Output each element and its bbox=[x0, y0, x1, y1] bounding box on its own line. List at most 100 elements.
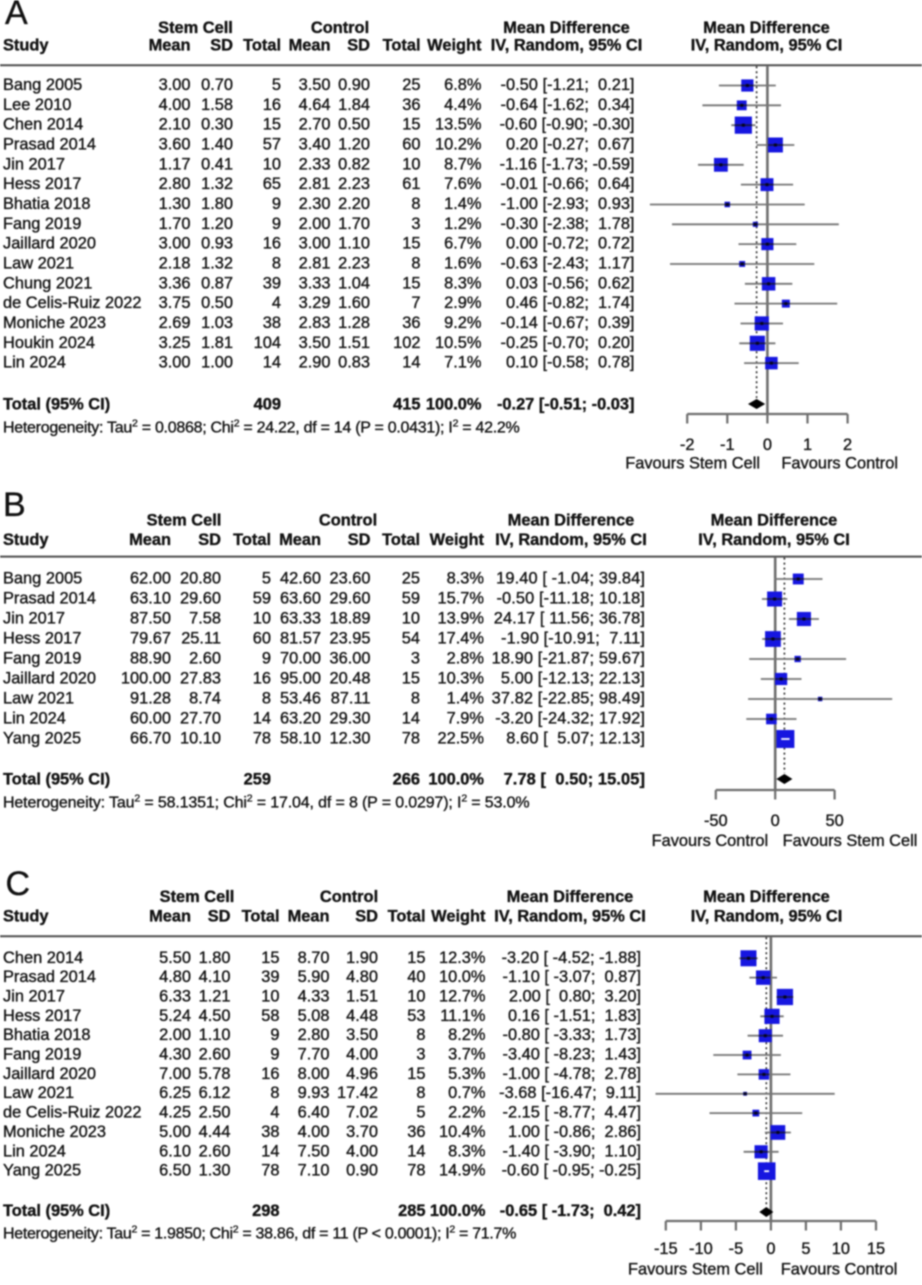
svg-text:Stem Cell: Stem Cell bbox=[158, 19, 233, 37]
svg-text:59: 59 bbox=[253, 590, 271, 608]
svg-text:1.17: 1.17 bbox=[159, 155, 191, 173]
svg-text:0.10 [-0.58; 0.78]: 0.10 [-0.58; 0.78] bbox=[501, 354, 634, 372]
svg-text:Hess 2017: Hess 2017 bbox=[3, 1007, 81, 1025]
svg-text:15: 15 bbox=[402, 670, 420, 688]
svg-text:Weight: Weight bbox=[430, 531, 485, 549]
svg-text:Mean Difference: Mean Difference bbox=[703, 888, 830, 906]
svg-text:10: 10 bbox=[253, 610, 271, 628]
svg-text:10.10: 10.10 bbox=[180, 730, 221, 748]
svg-text:Favours Control: Favours Control bbox=[652, 832, 769, 850]
svg-text:Lin 2024: Lin 2024 bbox=[3, 354, 66, 372]
svg-text:3.75: 3.75 bbox=[159, 294, 191, 312]
svg-text:6.10: 6.10 bbox=[159, 1142, 191, 1160]
svg-text:1.10: 1.10 bbox=[338, 235, 370, 253]
svg-text:10.4%: 10.4% bbox=[439, 1123, 485, 1141]
svg-text:10: 10 bbox=[402, 155, 420, 173]
svg-text:B: B bbox=[3, 486, 26, 524]
svg-text:Chen 2014: Chen 2014 bbox=[3, 949, 83, 967]
svg-text:0.20 [-0.27; 0.67]: 0.20 [-0.27; 0.67] bbox=[501, 136, 634, 154]
svg-text:-0.14 [-0.67; 0.39]: -0.14 [-0.67; 0.39] bbox=[501, 314, 635, 332]
svg-text:4.96: 4.96 bbox=[346, 1065, 378, 1083]
svg-text:25.11: 25.11 bbox=[181, 630, 221, 648]
svg-text:27.83: 27.83 bbox=[180, 670, 221, 688]
svg-text:6.33: 6.33 bbox=[159, 988, 191, 1006]
svg-text:Favours Control: Favours Control bbox=[781, 1261, 898, 1279]
svg-text:3.50: 3.50 bbox=[299, 76, 331, 94]
svg-text:2.00: 2.00 bbox=[159, 1026, 191, 1044]
svg-text:1.30: 1.30 bbox=[199, 1162, 231, 1180]
svg-text:2.81: 2.81 bbox=[299, 175, 331, 193]
svg-text:2.60: 2.60 bbox=[199, 1142, 231, 1160]
svg-text:3.33: 3.33 bbox=[299, 274, 331, 292]
svg-text:9: 9 bbox=[270, 1046, 279, 1064]
svg-text:8: 8 bbox=[270, 1084, 279, 1102]
svg-text:10.2%: 10.2% bbox=[435, 136, 481, 154]
svg-text:Jin 2017: Jin 2017 bbox=[3, 610, 65, 628]
svg-text:2.00 [ 0.80; 3.20]: 2.00 [ 0.80; 3.20] bbox=[504, 988, 641, 1006]
svg-text:78: 78 bbox=[261, 1162, 279, 1180]
svg-text:2.10: 2.10 bbox=[159, 116, 191, 134]
svg-text:12.30: 12.30 bbox=[329, 730, 370, 748]
svg-text:Yang 2025: Yang 2025 bbox=[3, 1162, 81, 1180]
svg-text:9.2%: 9.2% bbox=[444, 314, 481, 332]
svg-text:8.2%: 8.2% bbox=[448, 1026, 485, 1044]
svg-text:-0.63 [-2.43; 1.17]: -0.63 [-2.43; 1.17] bbox=[501, 255, 635, 273]
svg-text:-1.10 [ -3.07; 0.87]: -1.10 [ -3.07; 0.87] bbox=[503, 968, 642, 986]
svg-text:19.40 [ -1.04; 39.84]: 19.40 [ -1.04; 39.84] bbox=[496, 570, 645, 588]
svg-text:1.81: 1.81 bbox=[201, 334, 233, 352]
svg-text:14: 14 bbox=[407, 1142, 425, 1160]
svg-text:Law 2021: Law 2021 bbox=[3, 255, 74, 273]
svg-text:0.30: 0.30 bbox=[201, 116, 233, 134]
svg-text:8: 8 bbox=[262, 690, 271, 708]
svg-text:10: 10 bbox=[261, 988, 279, 1006]
svg-text:8.3%: 8.3% bbox=[444, 274, 481, 292]
svg-text:17.42: 17.42 bbox=[337, 1084, 378, 1102]
svg-text:3: 3 bbox=[416, 1046, 425, 1064]
svg-text:1.60: 1.60 bbox=[338, 294, 370, 312]
svg-text:53: 53 bbox=[407, 1007, 425, 1025]
svg-text:8.74: 8.74 bbox=[189, 690, 221, 708]
svg-text:8.7%: 8.7% bbox=[444, 155, 481, 173]
svg-text:5: 5 bbox=[416, 1104, 425, 1122]
svg-text:SD: SD bbox=[210, 37, 233, 55]
svg-text:Yang 2025: Yang 2025 bbox=[3, 730, 81, 748]
svg-text:7.1%: 7.1% bbox=[444, 354, 481, 372]
svg-text:23.95: 23.95 bbox=[329, 630, 370, 648]
svg-text:104: 104 bbox=[254, 334, 281, 352]
svg-text:16: 16 bbox=[261, 1065, 279, 1083]
svg-text:7.78 [ 0.50; 15.05]: 7.78 [ 0.50; 15.05] bbox=[499, 770, 645, 788]
svg-text:4.4%: 4.4% bbox=[444, 96, 481, 114]
svg-text:2.33: 2.33 bbox=[299, 155, 331, 173]
svg-text:7.02: 7.02 bbox=[346, 1104, 378, 1122]
svg-text:Total: Total bbox=[243, 37, 281, 55]
svg-text:25: 25 bbox=[402, 76, 420, 94]
svg-text:Control: Control bbox=[311, 19, 369, 37]
svg-text:-0.01 [-0.66; 0.64]: -0.01 [-0.66; 0.64] bbox=[501, 175, 635, 193]
svg-text:36: 36 bbox=[402, 314, 420, 332]
svg-text:18.90 [-21.87; 59.67]: 18.90 [-21.87; 59.67] bbox=[492, 650, 645, 668]
svg-text:15: 15 bbox=[407, 949, 425, 967]
svg-text:4.80: 4.80 bbox=[346, 968, 378, 986]
svg-text:Bang 2005: Bang 2005 bbox=[3, 76, 82, 94]
svg-text:2.83: 2.83 bbox=[299, 314, 331, 332]
svg-text:Total: Total bbox=[382, 531, 420, 549]
svg-text:2: 2 bbox=[843, 436, 852, 454]
svg-text:10.0%: 10.0% bbox=[439, 968, 485, 986]
svg-text:Study: Study bbox=[3, 531, 49, 549]
svg-text:11.1%: 11.1% bbox=[440, 1007, 485, 1025]
svg-text:5.00 [-12.13; 22.13]: 5.00 [-12.13; 22.13] bbox=[496, 670, 645, 688]
svg-text:4.00: 4.00 bbox=[346, 1046, 378, 1064]
svg-text:-0.65 [ -1.73; 0.42]: -0.65 [ -1.73; 0.42] bbox=[500, 1202, 641, 1220]
svg-text:63.33: 63.33 bbox=[280, 610, 321, 628]
svg-text:Jin 2017: Jin 2017 bbox=[3, 988, 65, 1006]
svg-text:1.2%: 1.2% bbox=[444, 215, 481, 233]
svg-text:15: 15 bbox=[263, 116, 281, 134]
svg-text:Bhatia 2018: Bhatia 2018 bbox=[3, 195, 91, 213]
svg-text:Total: Total bbox=[242, 908, 280, 926]
svg-text:1.00: 1.00 bbox=[201, 354, 233, 372]
svg-text:4: 4 bbox=[270, 1104, 279, 1122]
svg-text:1.80: 1.80 bbox=[201, 195, 233, 213]
svg-text:2.90: 2.90 bbox=[299, 354, 331, 372]
svg-text:7.00: 7.00 bbox=[159, 1065, 191, 1083]
svg-text:2.30: 2.30 bbox=[299, 195, 331, 213]
